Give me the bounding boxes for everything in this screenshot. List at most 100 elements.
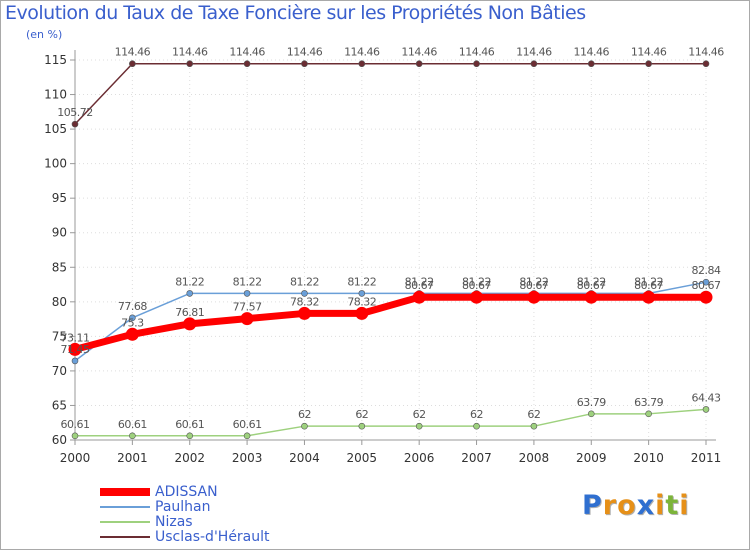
data-label: 60.61 [175,418,204,431]
chart-subtitle: (en %) [26,28,63,41]
data-point [645,60,652,68]
data-point [699,290,713,304]
logo-letter: t [665,490,680,521]
x-tick-label: 2006 [404,451,435,465]
data-label: 114.46 [516,46,552,59]
legend-item-usclas[interactable]: Usclas-d'Hérault [100,529,360,545]
data-point [71,432,79,440]
data-label: 62 [527,408,540,421]
series-line-adissan [71,293,710,353]
x-tick-label: 2008 [519,451,550,465]
y-tick-label: 65 [52,398,67,412]
data-point [642,290,656,304]
data-label: 81.22 [634,275,663,288]
logo-letter: x [636,490,656,521]
data-label: 81.22 [405,275,434,288]
series-line-paulhan [74,281,707,362]
data-label: 63.79 [577,396,606,409]
data-label: 77.68 [118,300,147,313]
data-point [186,60,194,68]
data-point [358,422,366,430]
data-label: 71.45 [61,343,90,356]
data-point [186,432,194,440]
y-tick-label: 105 [44,122,67,136]
logo-letter: P [582,490,603,521]
logo-letter: o [617,490,637,521]
data-label: 114.46 [688,46,724,59]
data-point [527,290,541,304]
data-point [587,410,595,418]
legend-swatch-paulhan [100,506,150,508]
data-point [358,290,366,297]
data-label: 80.67 [462,279,491,292]
data-point [584,290,598,304]
data-label: 114.46 [287,46,323,59]
data-label: 77.57 [233,301,262,314]
data-point [415,60,423,68]
x-tick-label: 2011 [691,451,722,465]
y-tick-label: 70 [52,364,67,378]
data-point [702,278,710,286]
data-point [473,422,480,430]
legend-item-nizas[interactable]: Nizas [100,514,360,530]
data-label: 78.32 [290,295,319,308]
y-tick-label: 85 [52,260,67,274]
logo-letter: r [602,490,618,521]
data-point [355,306,369,320]
x-tick-label: 2007 [461,451,492,465]
data-point [530,422,538,430]
x-tick-label: 2005 [347,451,378,465]
data-point [415,422,423,430]
data-point [412,290,426,304]
legend-label: ADISSAN [155,484,218,500]
data-point [301,60,308,68]
data-label: 64.43 [692,391,721,404]
data-label: 76.81 [175,306,204,319]
data-label: 114.46 [574,46,610,59]
data-label: 81.22 [462,275,491,288]
data-point [645,410,652,418]
data-label: 114.46 [229,46,265,59]
legend-label: Nizas [155,514,193,530]
data-point [297,306,311,320]
x-tick-label: 2010 [633,451,664,465]
data-label: 81.22 [233,275,262,288]
data-point [301,290,308,297]
y-tick-label: 80 [52,295,67,309]
data-label: 60.61 [233,418,262,431]
legend-item-paulhan[interactable]: Paulhan [100,499,360,515]
proxiti-logo: Proxiti [582,490,690,521]
data-point [125,327,139,341]
series-line-usclas-d-h-rault [74,62,707,125]
x-tick-label: 2009 [576,451,607,465]
data-point [702,406,710,413]
y-tick-label: 95 [52,191,67,205]
data-point [358,60,366,68]
data-label: 73.11 [61,331,90,344]
data-label: 114.46 [459,46,495,59]
data-point [68,342,82,356]
legend-label: Paulhan [155,499,211,515]
legend-item-adissan[interactable]: ADISSAN [100,484,360,500]
data-label: 114.46 [631,46,667,59]
data-point [71,357,79,365]
x-tick-label: 2004 [289,451,320,465]
data-label: 80.67 [692,279,721,292]
logo-letter: i [655,490,666,521]
y-tick-label: 90 [52,226,67,240]
logo-letter: i [679,490,690,521]
data-label: 81.22 [290,275,319,288]
y-tick-label: 110 [44,88,67,102]
tick-labels: 60 65 70 75 80 85 90 95 100 105 110 115 2000 2001 2002… [44,53,721,465]
data-point [530,60,538,68]
data-point [243,60,251,68]
data-label: 62 [413,408,426,421]
data-label: 80.67 [634,279,663,292]
chart-title: Evolution du Taux de Taxe Foncière sur l… [5,2,586,24]
data-point [129,60,136,68]
x-tick-label: 2001 [117,451,148,465]
data-point [301,422,308,430]
data-point [470,290,484,304]
